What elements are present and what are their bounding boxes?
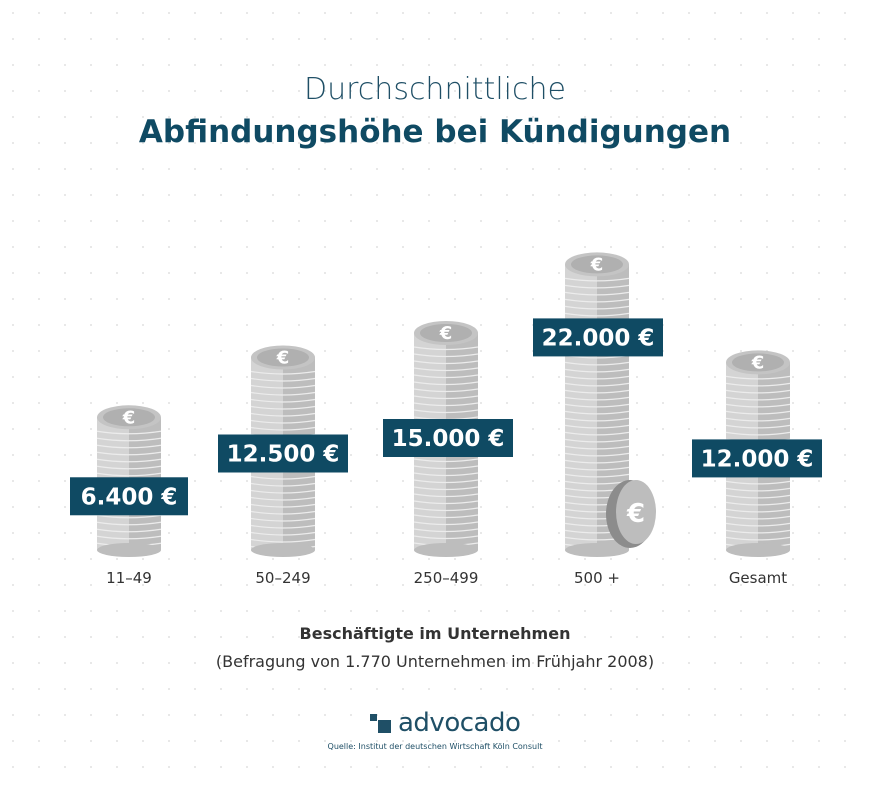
category-label: Gesamt bbox=[729, 569, 787, 587]
leaning-coin: € bbox=[606, 480, 656, 548]
logo-icon bbox=[370, 714, 391, 733]
value-label-box bbox=[533, 318, 663, 357]
euro-icon: € bbox=[751, 352, 765, 373]
value-label-box bbox=[383, 419, 513, 457]
category-label: 50–249 bbox=[255, 569, 310, 587]
logo-text: advocado bbox=[398, 708, 521, 738]
title-line1: Durchschnittliche bbox=[304, 72, 566, 107]
value-label: 12.000 € bbox=[701, 446, 814, 472]
value-label: 6.400 € bbox=[81, 484, 178, 510]
title-line2: Abfindungshöhe bei Kündigungen bbox=[138, 114, 732, 150]
survey-note: (Befragung von 1.770 Unternehmen im Früh… bbox=[215, 652, 655, 671]
euro-icon: € bbox=[122, 407, 136, 428]
category-label: 11–49 bbox=[106, 569, 152, 587]
advocado-logo: advocado bbox=[370, 708, 521, 738]
euro-icon: € bbox=[276, 348, 290, 369]
category-label: 500 + bbox=[574, 569, 620, 587]
value-label: 22.000 € bbox=[542, 325, 655, 351]
euro-icon: € bbox=[590, 254, 604, 275]
value-label-box bbox=[692, 439, 822, 478]
svg-text:€: € bbox=[626, 499, 645, 529]
value-label-box bbox=[218, 434, 348, 473]
source-text: Quelle: Institut der deutschen Wirtschaf… bbox=[327, 742, 543, 751]
value-label: 12.500 € bbox=[227, 442, 340, 468]
value-label: 15.000 € bbox=[392, 426, 505, 452]
x-axis-label: Beschäftigte im Unternehmen bbox=[299, 624, 571, 643]
value-label-box bbox=[70, 477, 188, 516]
euro-icon: € bbox=[439, 323, 453, 344]
category-label: 250–499 bbox=[414, 569, 479, 587]
